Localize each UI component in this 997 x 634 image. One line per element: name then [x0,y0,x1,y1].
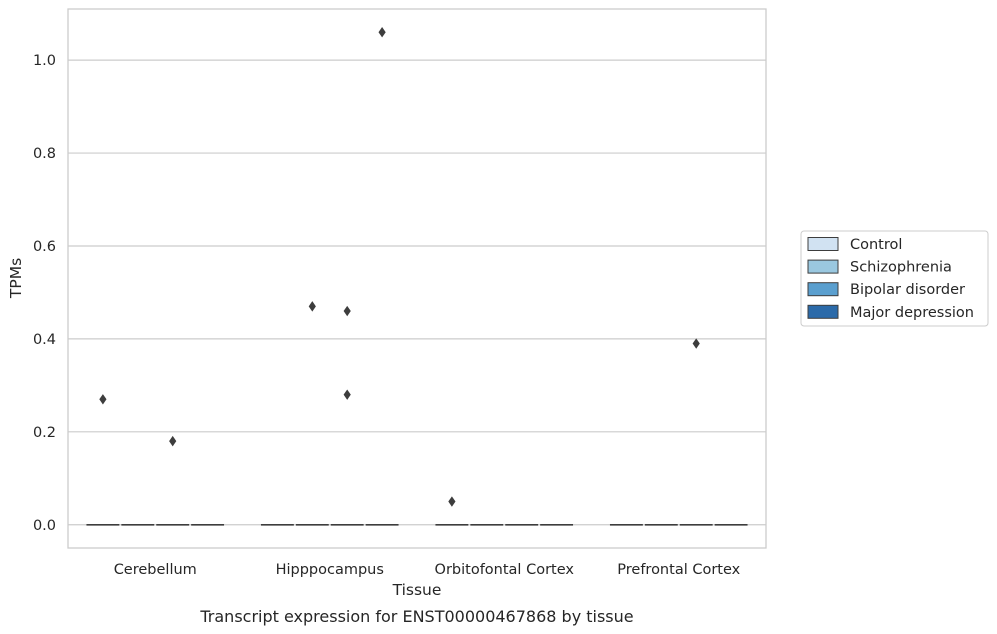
legend-swatch [807,259,839,274]
legend-swatch [807,282,839,297]
outlier-point [343,305,351,317]
plot-area [68,9,766,548]
y-tick-label: 0.8 [33,146,56,162]
x-axis-label: Tissue [392,581,442,599]
outlier-point [343,389,351,400]
chart-caption: Transcript expression for ENST0000046786… [199,607,633,626]
legend-label: Major depression [850,305,974,321]
plot-frame [67,8,767,549]
x-tick-label: Orbitofontal Cortex [435,562,575,578]
y-tick-labels: 0.0 0.2 0.4 0.6 0.8 1.0 [33,53,56,534]
y-tick-label: 1.0 [33,53,56,69]
legend-swatch [807,237,839,251]
outliers [99,27,700,507]
outlier-point [378,27,386,38]
x-tick-label: Cerebellum [114,562,197,578]
x-tick-labels: Cerebellum Hipppocampus Orbitofontal Corte… [114,562,741,578]
legend-label: Schizophrenia [850,260,952,276]
y-tick-label: 0.0 [33,518,56,534]
legend-frame [800,230,989,327]
x-tick-label: Prefrontal Cortex [617,562,740,578]
y-tick-label: 0.6 [33,239,56,255]
y-tick-label: 0.2 [33,425,56,441]
outlier-point [169,435,177,447]
legend-swatch [807,304,839,319]
legend-label: Control [850,237,902,253]
y-tick-label: 0.4 [33,332,56,348]
outlier-point [692,338,700,349]
legend-label: Bipolar disorder [850,282,965,298]
outlier-point [99,394,107,405]
outlier-point [308,301,316,312]
x-tick-label: Hipppocampus [276,562,384,578]
outlier-point [448,496,456,507]
legend: Control Schizophrenia Bipolar disorder Majo… [800,230,989,327]
y-axis-label: TPMs [7,258,25,299]
